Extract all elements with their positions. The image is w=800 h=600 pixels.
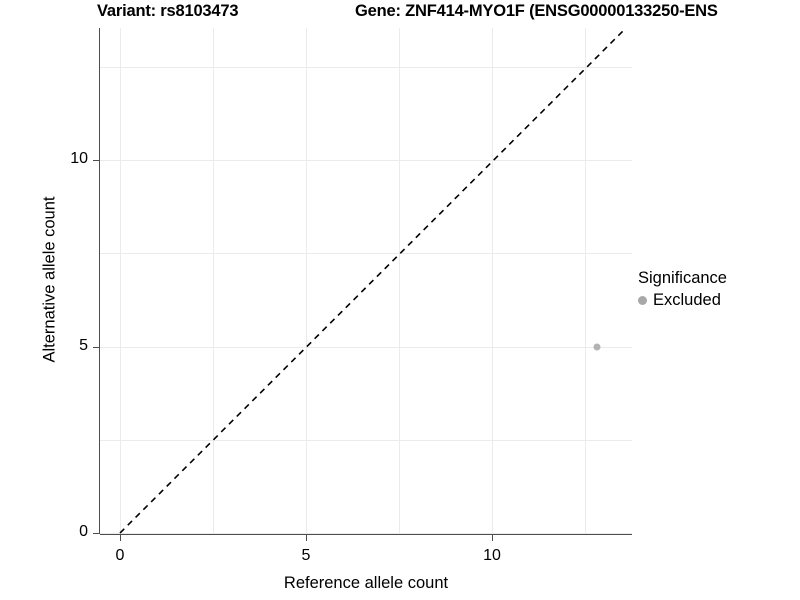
plot-title-row: Variant: rs8103473 Gene: ZNF414-MYO1F (E… [0, 0, 800, 28]
identity-line [119, 28, 626, 534]
gridline-x-5 [306, 28, 307, 534]
legend-dot-icon [638, 296, 647, 305]
gridline-y-10 [100, 160, 632, 161]
gridline-x-12_5 [585, 28, 586, 534]
gridline-y-2_5 [100, 440, 632, 441]
plot-panel [100, 28, 632, 534]
x-tick-label-0: 0 [115, 547, 125, 564]
y-tick-mark-5 [93, 347, 99, 348]
x-tick-label-5: 5 [301, 547, 311, 564]
x-tick-mark-10 [492, 535, 493, 541]
y-tick-mark-0 [93, 533, 99, 534]
x-tick-label-10: 10 [483, 547, 501, 564]
legend-item-label: Excluded [653, 291, 721, 309]
x-tick-mark-0 [120, 535, 121, 541]
y-axis-title: Alternative allele count [40, 196, 59, 363]
gridline-x-10 [492, 28, 493, 534]
gene-title: Gene: ZNF414-MYO1F (ENSG00000133250-ENS [355, 2, 718, 20]
x-axis-line [100, 533, 632, 535]
gridline-x-2_5 [213, 28, 214, 534]
gridline-x-0 [120, 28, 121, 534]
gridline-x-7_5 [399, 28, 400, 534]
y-tick-label-5: 5 [79, 337, 88, 354]
variant-title: Variant: rs8103473 [97, 2, 239, 20]
x-axis-title: Reference allele count [283, 574, 449, 592]
y-tick-label-10: 10 [70, 150, 88, 167]
legend-title: Significance [638, 269, 727, 287]
y-tick-label-0: 0 [79, 523, 88, 540]
legend: Significance Excluded [638, 269, 798, 310]
y-tick-mark-10 [93, 160, 99, 161]
gridline-y-12_5 [100, 67, 632, 68]
legend-item-excluded[interactable]: Excluded [638, 291, 798, 310]
gridline-y-5 [100, 347, 632, 348]
data-point[interactable] [593, 343, 601, 351]
x-tick-mark-5 [306, 535, 307, 541]
gridline-y-0 [100, 533, 632, 534]
gridline-y-7_5 [100, 253, 632, 254]
